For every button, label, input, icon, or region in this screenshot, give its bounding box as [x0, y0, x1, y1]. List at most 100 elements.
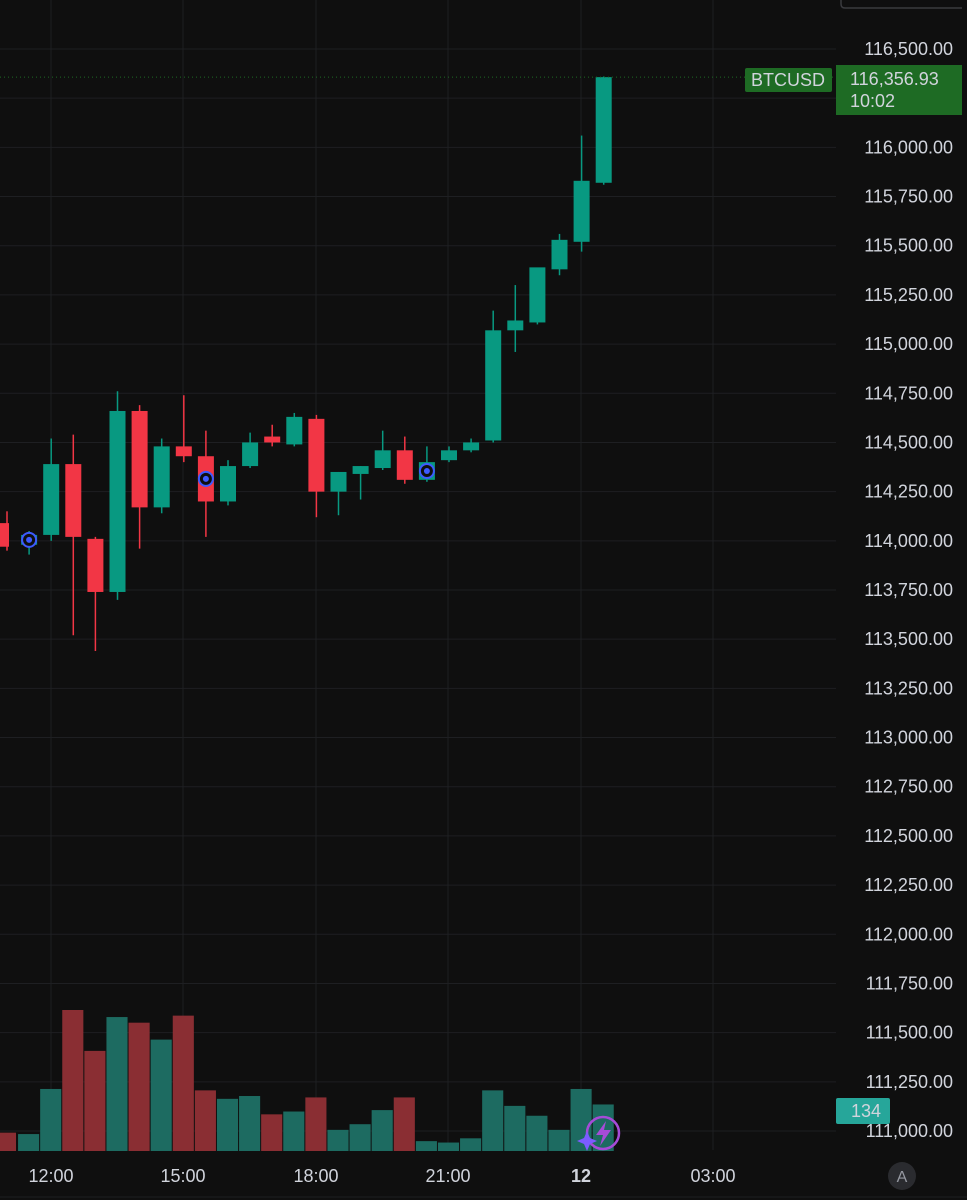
candle — [485, 310, 502, 443]
volume-bar — [106, 1017, 128, 1151]
volume-bar — [84, 1050, 106, 1151]
x-tick-label: 21:00 — [425, 1166, 470, 1186]
event-marker-icon[interactable] — [197, 470, 214, 487]
candle — [0, 511, 9, 551]
x-tick-label: 12 — [571, 1166, 591, 1186]
y-tick-label: 113,750.00 — [864, 580, 953, 600]
y-tick-label: 115,250.00 — [864, 285, 953, 305]
y-tick-label: 111,000.00 — [866, 1121, 953, 1141]
volume-bar — [18, 1134, 40, 1151]
volume-tag: 134 — [836, 1098, 890, 1124]
y-tick-label: 112,250.00 — [864, 875, 953, 895]
candle — [595, 76, 612, 185]
volume-bar — [437, 1142, 460, 1151]
x-tick-label: 15:00 — [160, 1166, 205, 1186]
y-tick-label: 113,000.00 — [864, 728, 953, 748]
grid — [0, 0, 836, 1150]
symbol-label: BTCUSD — [751, 70, 825, 90]
auto-scale-button[interactable]: A — [888, 1162, 916, 1190]
y-tick-label: 114,750.00 — [864, 383, 953, 403]
volume-bar — [239, 1096, 261, 1151]
candle — [87, 536, 104, 651]
candle — [330, 471, 347, 516]
bar-countdown: 10:02 — [850, 91, 895, 111]
candle — [551, 233, 568, 276]
candle — [131, 405, 148, 549]
y-tick-label: 111,750.00 — [866, 973, 953, 993]
y-tick-label: 115,500.00 — [864, 236, 953, 256]
y-tick-label: 114,500.00 — [864, 432, 953, 452]
candle — [396, 436, 413, 484]
candle — [374, 430, 391, 470]
volume-bar — [371, 1110, 393, 1151]
x-tick-label: 03:00 — [690, 1166, 735, 1186]
candle — [573, 135, 590, 252]
volume-bar — [482, 1090, 504, 1151]
candle — [220, 460, 236, 506]
y-tick-label: 115,750.00 — [864, 187, 953, 207]
symbol-tag: BTCUSD — [745, 68, 832, 92]
candle — [441, 446, 457, 463]
volume-bar — [305, 1097, 327, 1151]
candle — [463, 438, 480, 453]
volume-bar — [460, 1138, 482, 1151]
candle — [352, 466, 369, 500]
volume-value: 134 — [851, 1101, 881, 1121]
volume-bar — [40, 1088, 62, 1151]
y-tick-label: 112,500.00 — [864, 826, 953, 846]
volume-bar — [526, 1115, 548, 1151]
candle — [175, 395, 192, 463]
auto-scale-label: A — [897, 1169, 908, 1186]
volume-bar — [327, 1129, 349, 1151]
y-tick-label: 113,250.00 — [864, 678, 953, 698]
y-tick-label: 112,750.00 — [864, 777, 953, 797]
last-price-tag: 116,356.93 10:02 — [836, 65, 962, 115]
y-tick-label: 115,000.00 — [864, 334, 953, 354]
top-right-frame — [840, 0, 962, 9]
candle — [286, 412, 303, 447]
price-axis[interactable]: 116,500.00 116,000.00 115,750.00 115,500.00… — [864, 39, 953, 1141]
y-tick-label: 114,250.00 — [864, 482, 953, 502]
candle — [507, 285, 524, 352]
candle — [529, 267, 546, 325]
y-tick-label: 116,000.00 — [864, 137, 953, 157]
last-price-value: 116,356.93 — [850, 69, 939, 89]
volume-bar — [283, 1111, 305, 1151]
volume-bar — [393, 1097, 415, 1151]
x-tick-label: 18:00 — [293, 1166, 338, 1186]
x-tick-label: 12:00 — [28, 1166, 73, 1186]
candle — [264, 424, 281, 447]
volume-bar — [415, 1141, 437, 1151]
volume-bar — [128, 1022, 150, 1151]
candle — [308, 414, 325, 518]
volume-bar — [172, 1015, 194, 1151]
y-tick-label: 116,500.00 — [864, 39, 953, 59]
time-axis[interactable]: 12:00 15:00 18:00 21:00 12 03:00 — [28, 1166, 735, 1186]
y-tick-label: 111,500.00 — [866, 1023, 953, 1043]
y-tick-label: 113,500.00 — [864, 629, 953, 649]
volume-bar — [194, 1090, 216, 1151]
event-marker-icon[interactable] — [21, 531, 38, 548]
volume-bar — [150, 1039, 172, 1151]
volume-bar — [548, 1129, 570, 1151]
volume-bar — [504, 1105, 526, 1151]
candle — [43, 438, 60, 541]
sparkle-icon — [577, 1131, 597, 1151]
y-tick-label: 114,000.00 — [864, 531, 953, 551]
volume-bar — [216, 1098, 239, 1151]
volume-bar — [261, 1114, 283, 1151]
candle — [109, 391, 126, 600]
volume-bar — [62, 1010, 84, 1151]
volume-bars — [0, 1010, 614, 1151]
y-tick-label: 111,250.00 — [866, 1072, 953, 1092]
event-marker-icon[interactable] — [418, 462, 435, 479]
event-markers[interactable] — [21, 462, 435, 548]
candle — [242, 432, 259, 469]
volume-bar — [349, 1124, 371, 1151]
volume-bar — [0, 1132, 16, 1151]
candle — [153, 438, 170, 514]
candle — [65, 434, 82, 636]
y-tick-label: 112,000.00 — [864, 924, 953, 944]
